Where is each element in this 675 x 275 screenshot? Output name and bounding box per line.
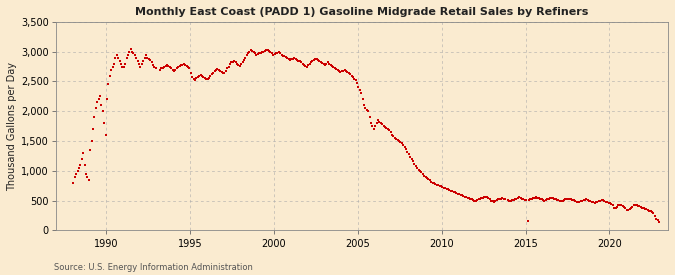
Text: Source: U.S. Energy Information Administration: Source: U.S. Energy Information Administ… [54,263,253,272]
Y-axis label: Thousand Gallons per Day: Thousand Gallons per Day [7,62,17,191]
Title: Monthly East Coast (PADD 1) Gasoline Midgrade Retail Sales by Refiners: Monthly East Coast (PADD 1) Gasoline Mid… [135,7,589,17]
